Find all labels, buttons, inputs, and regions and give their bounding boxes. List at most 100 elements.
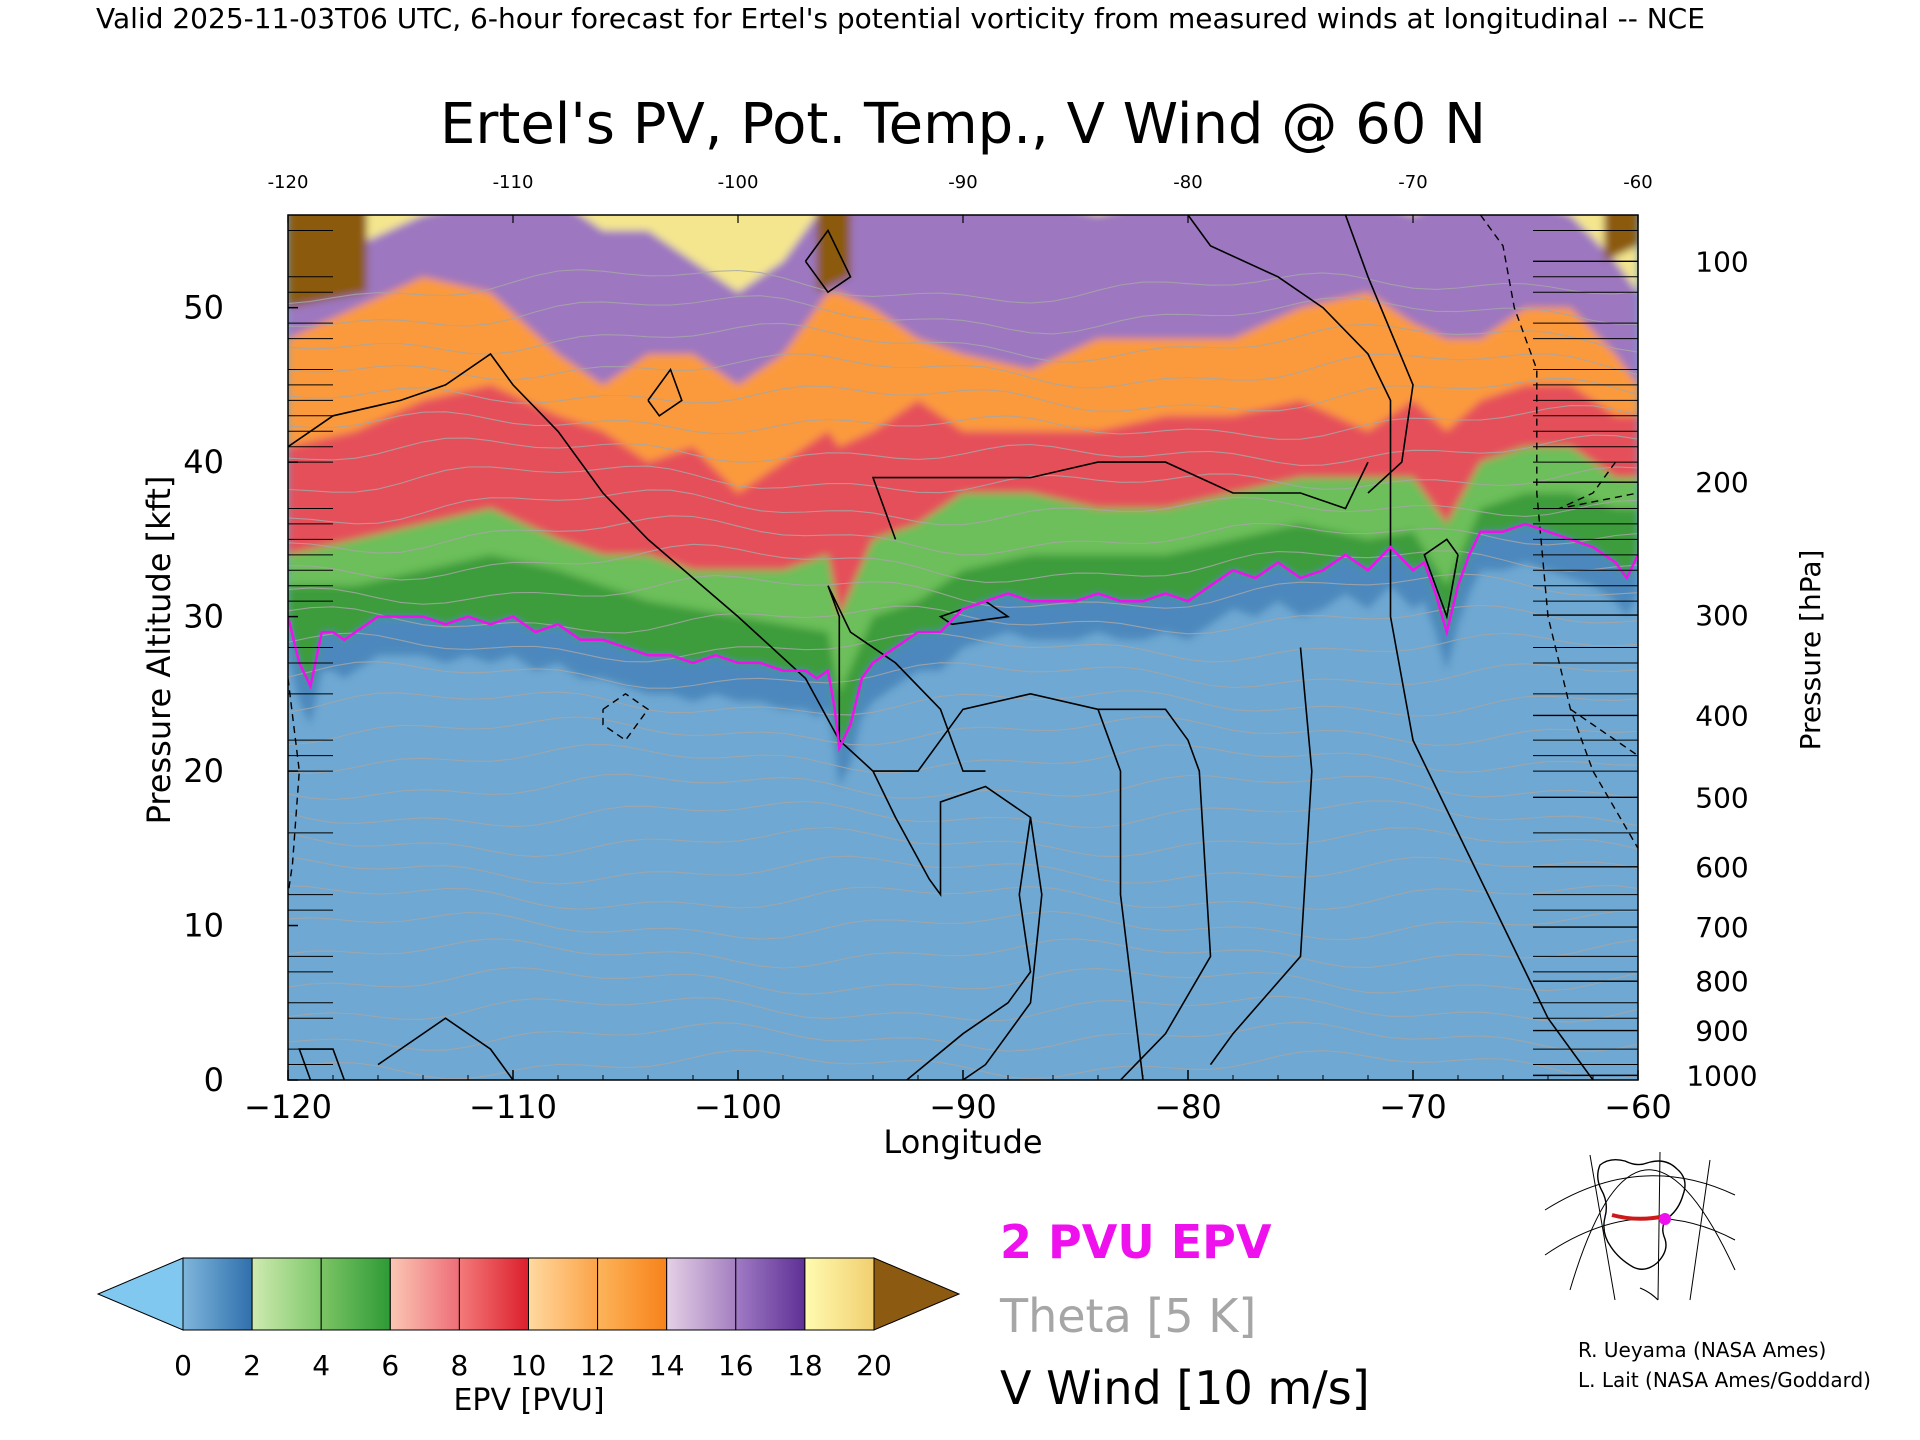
- wind-contour: [1187, 215, 1594, 1080]
- pressure-tick-label: 800: [1695, 965, 1748, 998]
- plot-area: [288, 215, 1638, 1080]
- colorbar-over-arrow: [873, 1257, 961, 1331]
- x-top-tick-label: -80: [1173, 172, 1202, 193]
- x-tick-label: −60: [1604, 1088, 1672, 1126]
- colorbar-bin: [735, 1257, 806, 1331]
- theta-contour: [288, 269, 1638, 305]
- theta-contour: [288, 405, 1638, 440]
- theta-contour: [288, 967, 1638, 995]
- y-axis-label-left: Pressure Altitude [kft]: [140, 476, 178, 825]
- colorbar-tick-label: 12: [580, 1349, 616, 1382]
- theta-contour: [288, 434, 1638, 466]
- colorbar: 0 2 4 6 8 10 12 14 16 18 20: [96, 1257, 961, 1382]
- theta-contour: [288, 910, 1638, 941]
- colorbar-bin: [182, 1257, 253, 1331]
- valid-line: Valid 2025-11-03T06 UTC, 6-hour forecast…: [96, 2, 1705, 35]
- pv2-contour: [288, 522, 1638, 753]
- wind-contour: [377, 1017, 514, 1080]
- theta-contour: [288, 632, 1638, 663]
- colorbar-bin: [389, 1257, 460, 1331]
- theta-contour: [288, 465, 1638, 494]
- credit-line2: L. Lait (NASA Ames/Goddard): [1578, 1368, 1871, 1392]
- x-tick-label: −80: [1154, 1088, 1222, 1126]
- theta-contour: [288, 543, 1638, 583]
- theta-contour: [288, 773, 1638, 801]
- locator-marker: [1659, 1213, 1671, 1225]
- colorbar-tick-label: 10: [511, 1349, 547, 1382]
- wind-contour: [1098, 708, 1212, 1080]
- wind-contour: [827, 585, 986, 772]
- y-axis-left: 0 10 20 30 40 50: [183, 289, 298, 1099]
- theta-contour: [288, 690, 1638, 717]
- pressure-tick-label: 500: [1695, 781, 1748, 814]
- theta-contour: [288, 661, 1638, 689]
- pressure-tick-label: 400: [1695, 699, 1748, 732]
- theta-contour: [288, 826, 1638, 858]
- x-top-tick-label: -110: [493, 172, 534, 193]
- pressure-tick-label: 600: [1695, 851, 1748, 884]
- wind-contour: [804, 228, 852, 294]
- colorbar-tick-label: 6: [381, 1349, 399, 1382]
- colorbar-bin: [666, 1257, 737, 1331]
- locator-map: [1540, 1150, 1736, 1301]
- theta-contour: [288, 995, 1638, 1023]
- x-tick-label: −100: [694, 1088, 782, 1126]
- y-tick-label: 0: [204, 1061, 224, 1099]
- theta-contour: [288, 515, 1638, 556]
- colorbar-tick-label: 16: [718, 1349, 754, 1382]
- pressure-tick-label: 900: [1695, 1015, 1748, 1048]
- wind-contour: [1423, 538, 1459, 620]
- colorbar-tick-label: 2: [243, 1349, 261, 1382]
- colorbar-bin: [251, 1257, 322, 1331]
- x-axis-label: Longitude: [883, 1123, 1042, 1161]
- x-top-tick-label: -60: [1623, 172, 1652, 193]
- y-axis-right: 100 200 300 400 500 600 700 800 900 1000: [288, 229, 1758, 1092]
- pressure-tick-label: 200: [1695, 466, 1748, 499]
- epv-band-20pvu: [1604, 215, 1638, 262]
- theta-contour: [288, 489, 1638, 526]
- theta-contour: [288, 885, 1638, 910]
- theta-contour: [288, 353, 1638, 389]
- x-axis-bottom: −120 −110 −100 −90 −80 −70 −60: [244, 1070, 1672, 1126]
- colorbar-tick-label: 0: [174, 1349, 192, 1382]
- theta-contour: [288, 938, 1638, 969]
- theta-contour: [288, 1021, 1638, 1052]
- x-top-tick-label: -70: [1398, 172, 1427, 193]
- wind-contour-negative: [602, 692, 649, 742]
- colorbar-tick-label: 4: [312, 1349, 330, 1382]
- colorbar-bin: [320, 1257, 391, 1331]
- x-tick-label: −70: [1379, 1088, 1447, 1126]
- y-tick-label: 20: [183, 752, 224, 790]
- wind-contour: [647, 367, 683, 417]
- colorbar-tick-label: 8: [450, 1349, 468, 1382]
- y-tick-label: 10: [183, 907, 224, 945]
- colorbar-tick-label: 20: [856, 1349, 892, 1382]
- colorbar-label: EPV [PVU]: [453, 1383, 604, 1418]
- pressure-tick-label: 1000: [1686, 1059, 1757, 1092]
- wind-contour: [871, 461, 1369, 540]
- theta-contour: [288, 322, 1638, 363]
- x-top-tick-label: -100: [718, 172, 759, 193]
- colorbar-bin: [597, 1257, 668, 1331]
- wind-contour: [873, 692, 1144, 1080]
- theta-contour: [288, 743, 1638, 774]
- colorbar-bin: [804, 1257, 875, 1331]
- colorbar-under-arrow: [96, 1257, 184, 1331]
- pressure-tick-label: 100: [1695, 245, 1748, 278]
- legend-vwind: V Wind [10 m/s]: [1000, 1361, 1370, 1415]
- theta-contour: [288, 800, 1638, 829]
- y-tick-label: 50: [183, 289, 224, 327]
- epv-band-20pvu: [288, 215, 367, 308]
- y-tick-label: 30: [183, 598, 224, 636]
- wind-contour: [1209, 647, 1313, 1066]
- x-tick-label: −120: [244, 1088, 332, 1126]
- colorbar-bin: [458, 1257, 529, 1331]
- y-axis-label-right: Pressure [hPa]: [1794, 550, 1827, 751]
- colorbar-tick-label: 14: [649, 1349, 685, 1382]
- x-top-tick-label: -120: [268, 172, 309, 193]
- y-tick-label: 40: [183, 443, 224, 481]
- colorbar-tick-label: 18: [787, 1349, 823, 1382]
- x-axis-top: -120 -110 -100 -90 -80 -70 -60: [268, 172, 1653, 223]
- theta-contour: [288, 855, 1638, 885]
- pressure-tick-label: 300: [1695, 599, 1748, 632]
